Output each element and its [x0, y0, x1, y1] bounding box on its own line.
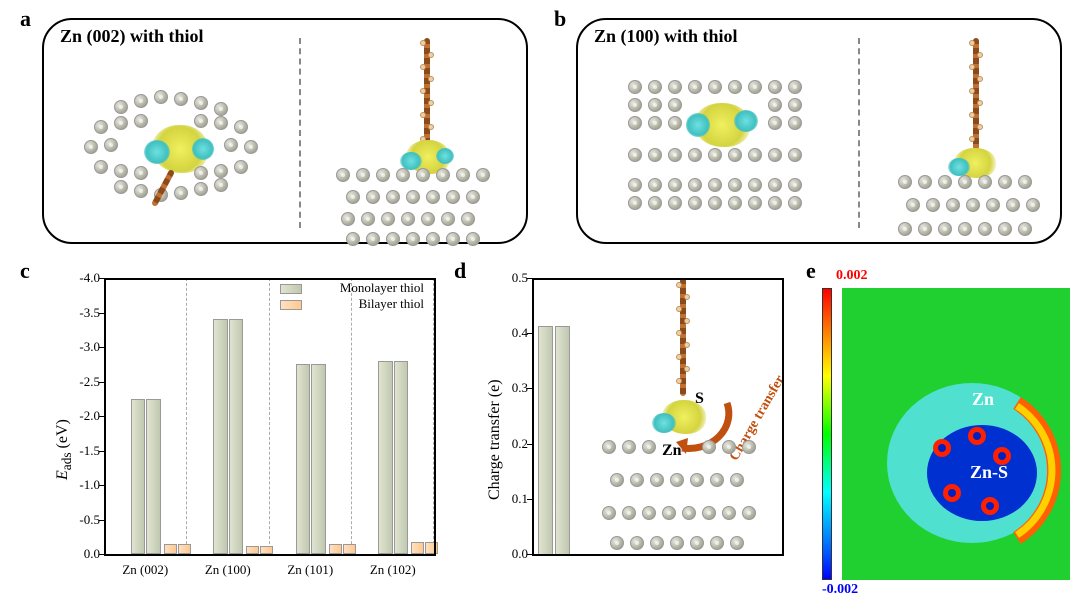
panel-c-label: c: [20, 258, 30, 284]
chart-c-ytick: -4.0: [62, 270, 100, 286]
bar-bi2: [425, 542, 438, 554]
chart-c-ytick: -3.5: [62, 305, 100, 321]
chart-c-xlabel: Zn (102): [353, 562, 433, 578]
bar-mono: [213, 319, 227, 554]
panel-a-title: Zn (002) with thiol: [60, 26, 204, 47]
bar-mono: [131, 399, 145, 554]
bar-d-1: [538, 326, 553, 555]
chart-c-ytick: 0.0: [62, 546, 100, 562]
chart-c-ytick: -3.0: [62, 339, 100, 355]
panel-b-topview: [608, 68, 838, 228]
legend-swatch-bi: [280, 300, 302, 310]
colorbar-max: 0.002: [836, 268, 868, 284]
bar-mono: [378, 361, 392, 554]
bar-bi2: [343, 544, 356, 554]
heatmap-label-zns: Zn-S: [970, 462, 1008, 483]
bar-bi: [164, 544, 177, 554]
bar-mono2: [394, 361, 408, 554]
heatmap-label-zn: Zn: [972, 389, 994, 410]
chart-c: Monolayer thiol Bilayer thiol 0.0-0.5-1.…: [46, 270, 446, 600]
panel-a-label: a: [20, 6, 31, 32]
bar-bi2: [260, 546, 273, 554]
legend-mono: Monolayer thiol: [340, 280, 424, 296]
chart-c-xlabel: Zn (100): [188, 562, 268, 578]
chart-c-yaxis: [104, 278, 106, 554]
heatmap-image: [842, 288, 1070, 580]
chart-d: S Zn Charge transfer 0.00.10.20.30.40.5 …: [478, 270, 798, 600]
chart-c-xlabel: Zn (002): [105, 562, 185, 578]
legend-swatch-mono: [280, 284, 302, 294]
chart-c-ytick: -2.5: [62, 374, 100, 390]
bar-bi: [329, 544, 342, 554]
chart-d-plot: S Zn Charge transfer: [532, 278, 782, 554]
chart-c-xlabel: Zn (101): [270, 562, 350, 578]
bar-bi: [411, 542, 424, 554]
bar-mono2: [229, 319, 243, 554]
panel-b-box: Zn (100) with thiol: [576, 18, 1062, 244]
chart-c-xaxis: [104, 554, 436, 556]
legend-bi: Bilayer thiol: [359, 296, 424, 312]
bar-mono2: [146, 399, 160, 554]
chart-c-plot: Monolayer thiol Bilayer thiol: [104, 278, 434, 554]
panel-a-topview: [64, 70, 284, 230]
chart-d-ytick: 0.4: [494, 325, 528, 341]
panel-e: 0.002 -0.002 Zn Zn-S: [822, 274, 1070, 600]
bar-bi2: [178, 544, 191, 554]
panel-b-title: Zn (100) with thiol: [594, 26, 738, 47]
chart-c-ytitle: Eads (eV): [54, 419, 75, 480]
bar-bi: [246, 546, 259, 554]
bar-mono: [296, 364, 310, 554]
chart-d-ytick: 0.5: [494, 270, 528, 286]
panel-b-sideview: [878, 30, 1058, 240]
chart-d-ytitle: Charge transfer (e): [486, 379, 504, 500]
panel-b-label: b: [554, 6, 566, 32]
colorbar: [822, 288, 832, 580]
chart-c-ytick: -0.5: [62, 512, 100, 528]
panel-e-label: e: [806, 258, 816, 284]
panel-d-label: d: [454, 258, 466, 284]
bar-mono2: [311, 364, 325, 554]
colorbar-min: -0.002: [822, 582, 858, 598]
chart-d-ytick: 0.0: [494, 546, 528, 562]
bar-d-2: [555, 326, 570, 555]
panel-b-divider: [858, 38, 860, 228]
panel-a-box: Zn (002) with thiol: [42, 18, 528, 244]
panel-a-divider: [299, 38, 301, 228]
panel-a-sideview: [316, 30, 516, 240]
